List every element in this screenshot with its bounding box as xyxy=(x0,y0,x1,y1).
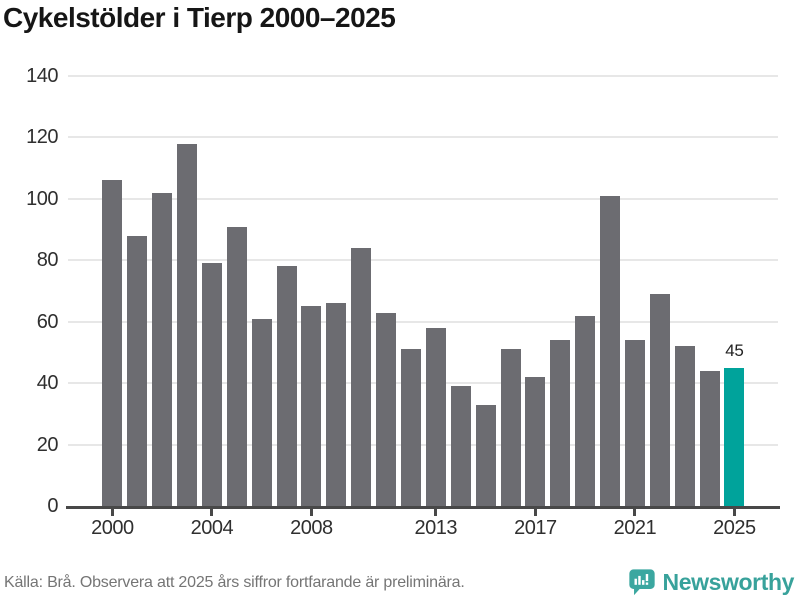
bar-2024 xyxy=(699,370,720,506)
chart-title: Cykelstölder i Tierp 2000–2025 xyxy=(3,2,396,33)
plot-area: 45 2000 2004 2008 2013 2017 2021 2025 xyxy=(66,75,780,539)
bar-2020 xyxy=(600,195,620,506)
x-axis-label-2013: 2013 xyxy=(414,517,458,539)
bar-2003 xyxy=(177,143,197,506)
bar-2008 xyxy=(301,306,322,506)
x-axis-tick-2000 xyxy=(110,508,114,516)
bar-2011 xyxy=(376,312,397,506)
x-axis-line xyxy=(66,506,780,509)
x-axis-tick-2025 xyxy=(732,508,736,516)
x-axis-tick-2008 xyxy=(309,508,313,516)
bar-2012 xyxy=(401,349,421,506)
gridline-80 xyxy=(68,259,778,262)
bar-2009 xyxy=(326,303,347,506)
bar-2025 xyxy=(724,367,745,506)
gridline-60 xyxy=(68,320,778,323)
bar-2016 xyxy=(500,349,521,506)
bar-2015 xyxy=(475,404,496,506)
highlight-value-label: 45 xyxy=(725,340,744,360)
y-axis-label: 0 xyxy=(47,495,58,517)
bar-2005 xyxy=(226,226,247,506)
x-axis-label-2021: 2021 xyxy=(613,517,657,539)
x-axis-tick-2017 xyxy=(533,508,537,516)
y-axis-label: 40 xyxy=(36,372,59,395)
x-axis-label-2004: 2004 xyxy=(190,517,234,539)
gridline-140 xyxy=(68,75,778,77)
bar-2010 xyxy=(351,248,372,506)
source-note: Källa: Brå. Observera att 2025 års siffr… xyxy=(4,574,465,591)
y-axis-label: 60 xyxy=(36,310,59,333)
bar-2013 xyxy=(425,327,446,506)
bar-2022 xyxy=(649,294,670,506)
gridline-20 xyxy=(68,443,778,446)
x-axis-tick-2013 xyxy=(434,508,438,516)
brand-wordmark: Newsworthy xyxy=(662,568,795,595)
bar-2002 xyxy=(152,192,173,506)
bar-2014 xyxy=(450,386,471,506)
bar-2017 xyxy=(525,377,546,506)
y-axis-label: 120 xyxy=(26,126,58,149)
bar-2001 xyxy=(127,235,148,506)
x-axis-label-2025: 2025 xyxy=(713,517,756,539)
y-axis-label: 140 xyxy=(26,65,58,87)
bar-2006 xyxy=(251,318,272,506)
bar-2000 xyxy=(102,180,123,506)
gridline-40 xyxy=(68,382,778,385)
bar-2019 xyxy=(575,315,596,506)
y-axis-label: 20 xyxy=(36,433,59,456)
gridline-120 xyxy=(68,136,778,139)
bar-2018 xyxy=(550,340,571,506)
x-axis-label-2017: 2017 xyxy=(514,517,557,539)
gridline-100 xyxy=(68,197,778,200)
newsworthy-logo[interactable]: Newsworthy xyxy=(627,566,794,598)
bar-2007 xyxy=(276,266,297,506)
bar-2023 xyxy=(674,346,695,506)
x-axis-label-2000: 2000 xyxy=(91,517,134,539)
x-axis-tick-2004 xyxy=(210,508,214,516)
bar-2004 xyxy=(201,263,222,506)
y-axis-label: 100 xyxy=(26,187,58,210)
bar-2021 xyxy=(624,340,645,506)
bar-chart-speech-bubble-icon xyxy=(628,569,655,596)
x-axis-label-2008: 2008 xyxy=(290,517,333,539)
x-axis-tick-2021 xyxy=(633,508,637,516)
y-axis-label: 80 xyxy=(36,249,59,272)
